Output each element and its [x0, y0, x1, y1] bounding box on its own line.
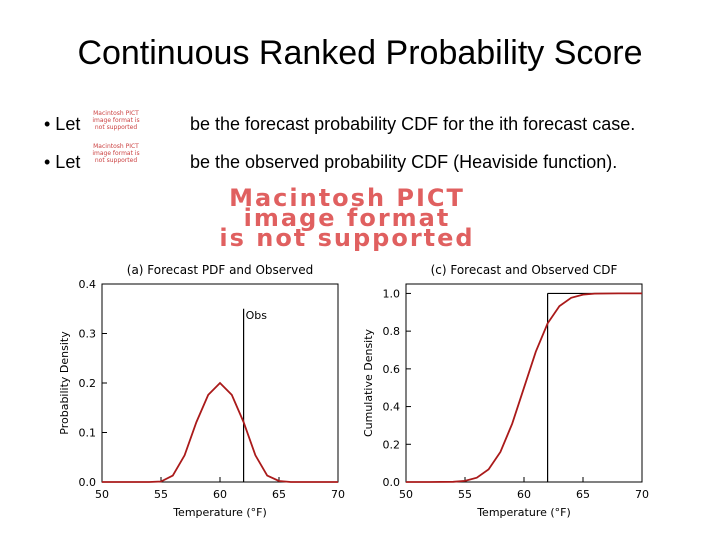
- y-axis-label: Cumulative Density: [362, 328, 375, 437]
- y-tick-label: 0.3: [79, 328, 97, 341]
- bullet-text: be the observed probability CDF (Heavisi…: [190, 152, 618, 172]
- x-tick-label: 60: [213, 488, 227, 501]
- y-tick-label: 0.0: [79, 476, 97, 489]
- y-tick-label: 0.4: [79, 278, 97, 291]
- y-tick-label: 0.2: [79, 377, 97, 390]
- x-tick-label: 50: [399, 488, 413, 501]
- cdf-chart: (c) Forecast and Observed CDF 50 55 60 65 70 0…: [362, 263, 649, 519]
- x-tick-label: 65: [272, 488, 286, 501]
- x-tick-label: 70: [331, 488, 345, 501]
- placeholder-line: is not supported: [219, 224, 475, 252]
- y-tick-label: 0.6: [383, 363, 401, 376]
- x-tick-label: 55: [458, 488, 472, 501]
- chart-title: (c) Forecast and Observed CDF: [431, 263, 618, 277]
- y-tick-label: 0.4: [383, 401, 401, 414]
- x-tick-label: 55: [154, 488, 168, 501]
- placeholder-line: image format: [243, 204, 451, 232]
- series-line: [406, 292, 642, 483]
- missing-image-placeholder-large: Macintosh PICT image format is not suppo…: [112, 184, 582, 252]
- bullet-observed-cdf: • Let be the observed probability CDF (H…: [44, 152, 617, 173]
- x-axis-label: Temperature (°F): [476, 506, 571, 519]
- bullet-lead: • Let: [44, 152, 81, 172]
- y-tick-label: 0.0: [383, 476, 401, 489]
- y-axis-label: Probability Density: [58, 331, 71, 435]
- x-tick-label: 60: [517, 488, 531, 501]
- bullet-text: be the forecast probability CDF for the …: [190, 114, 636, 134]
- missing-image-placeholder: Macintosh PICT image format is not suppo…: [92, 143, 140, 164]
- series-line: [102, 381, 338, 483]
- x-tick-label: 70: [635, 488, 649, 501]
- y-tick-label: 0.1: [79, 427, 97, 440]
- plot-frame: [405, 283, 643, 483]
- placeholder-line: Macintosh PICT: [229, 184, 465, 212]
- x-tick-label: 65: [576, 488, 590, 501]
- y-tick-label: 0.8: [383, 325, 401, 338]
- observation-label: Obs: [246, 309, 268, 322]
- y-tick-label: 1.0: [383, 287, 401, 300]
- chart-title: (a) Forecast PDF and Observed: [127, 263, 313, 277]
- x-tick-label: 50: [95, 488, 109, 501]
- y-tick-label: 0.2: [383, 438, 401, 451]
- slide-title: Continuous Ranked Probability Score: [77, 34, 643, 72]
- pdf-chart: (a) Forecast PDF and Observed 50 55 60 65 70 0…: [58, 263, 345, 519]
- missing-image-placeholder: Macintosh PICT image format is not suppo…: [92, 110, 140, 131]
- bullet-forecast-cdf: • Let be the forecast probability CDF fo…: [44, 114, 635, 135]
- bullet-lead: • Let: [44, 114, 81, 134]
- x-axis-label: Temperature (°F): [172, 506, 267, 519]
